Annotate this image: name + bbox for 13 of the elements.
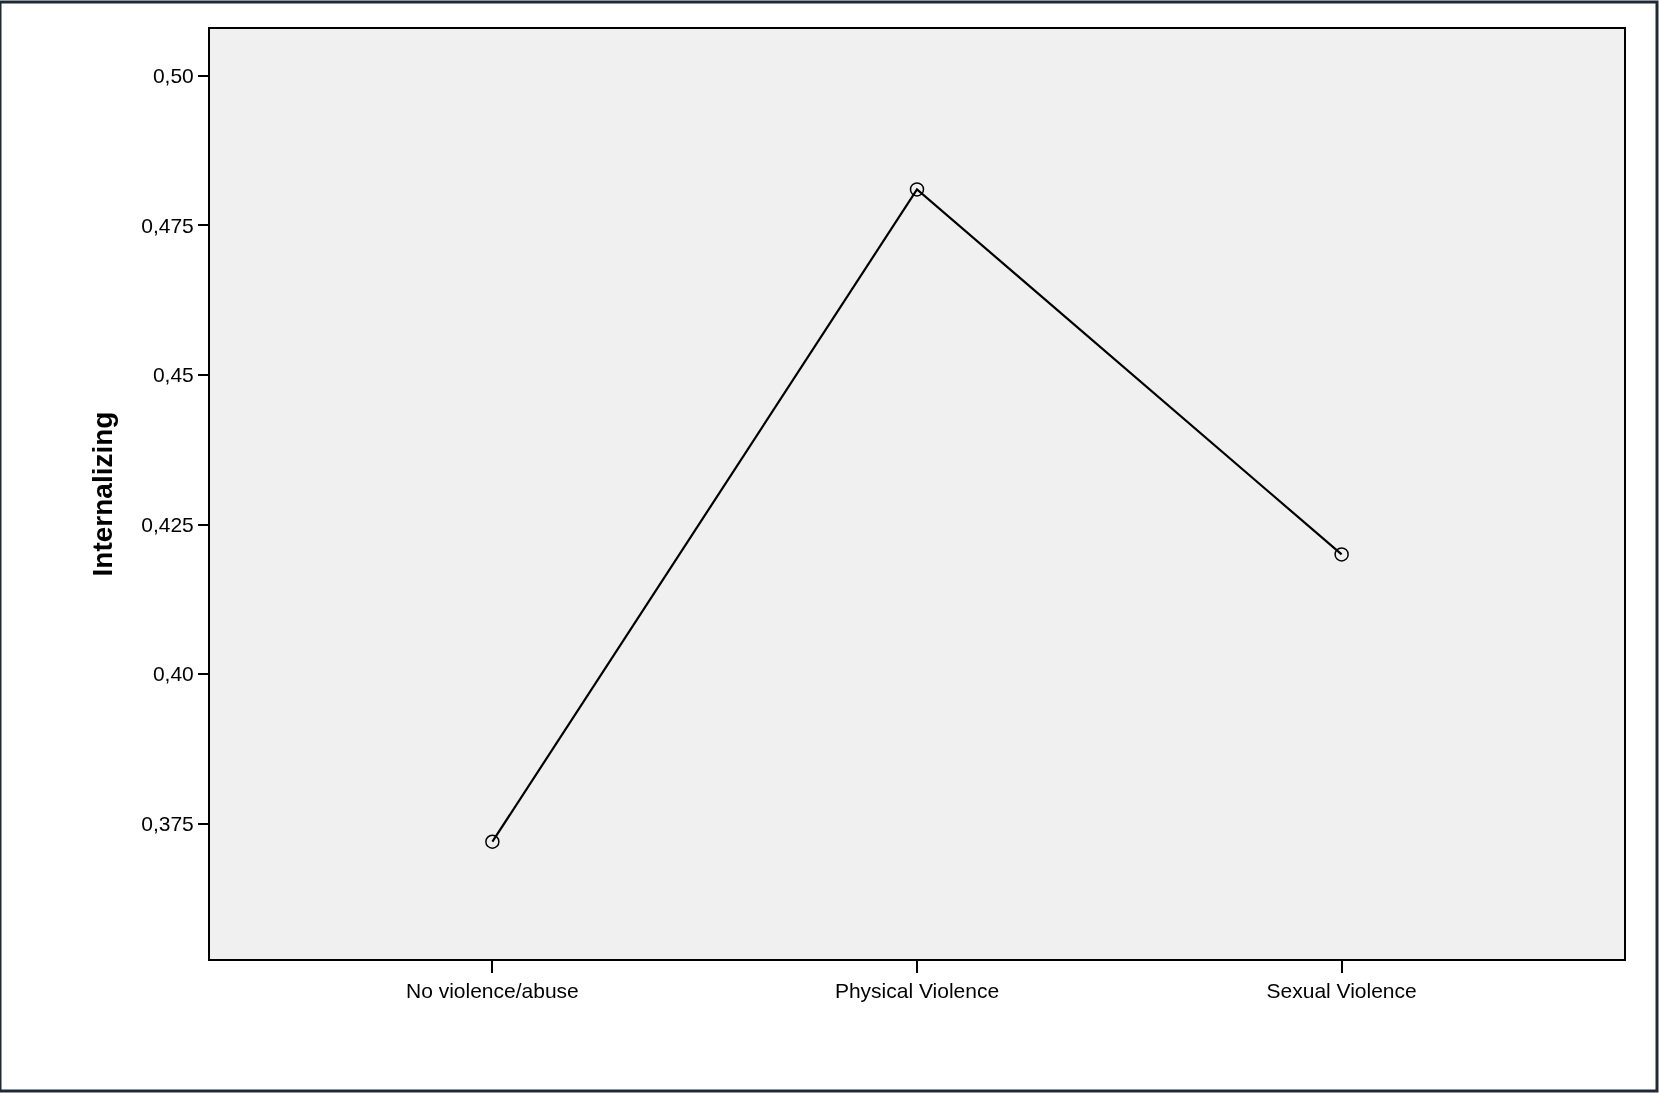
y-tick-label: 0,50	[152, 64, 194, 88]
x-tick-label: Physical Violence	[834, 979, 1000, 1003]
point	[485, 834, 500, 849]
y-tick-label: 0,425	[141, 512, 194, 536]
point	[1334, 547, 1349, 562]
y-tick-label: 0,475	[141, 213, 194, 237]
y-axis-title: Internalizing	[87, 411, 119, 577]
x-tick-label: No violence/abuse	[405, 979, 579, 1003]
x-tick-label: Sexual Violence	[1266, 979, 1417, 1003]
y-tick-label: 0,375	[141, 812, 194, 836]
point	[909, 182, 925, 197]
y-tick-label: 0,40	[152, 662, 194, 686]
y-tick-label: 0,45	[152, 363, 194, 387]
